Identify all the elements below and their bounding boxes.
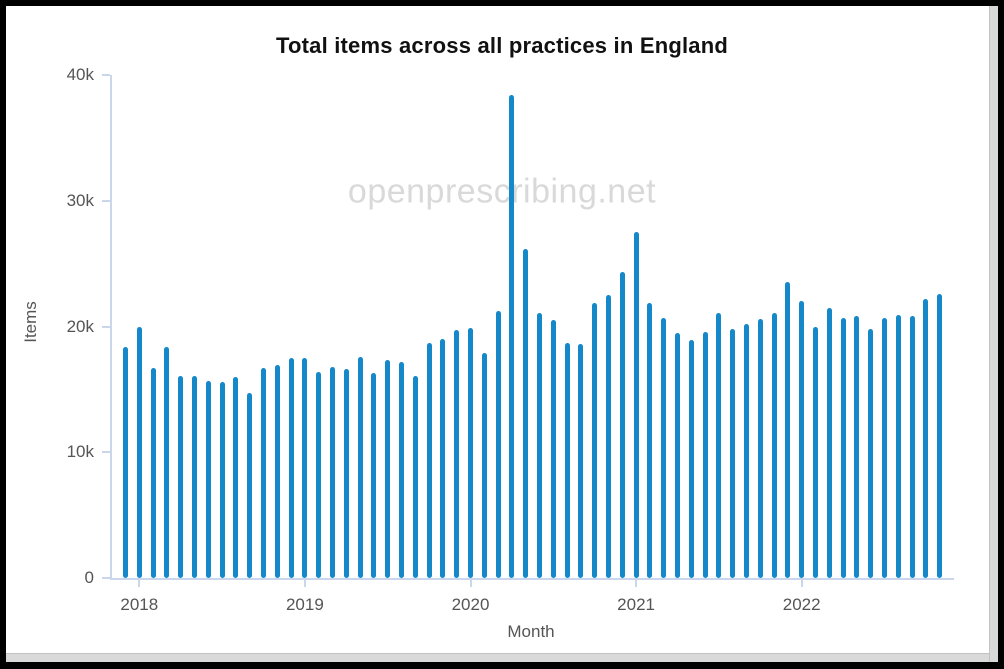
chart-bar-2019-07[interactable] bbox=[385, 360, 391, 578]
chart-bar-2018-08[interactable] bbox=[233, 376, 239, 578]
chart-bar-2018-06[interactable] bbox=[205, 380, 211, 578]
chart-bar-2022-05[interactable] bbox=[854, 316, 860, 578]
chart-bar-2018-11[interactable] bbox=[274, 365, 280, 578]
x-tick-mark bbox=[303, 580, 306, 587]
chart-bar-2020-09[interactable] bbox=[578, 344, 584, 578]
chart-bar-2022-08[interactable] bbox=[895, 315, 901, 578]
chart-bar-2020-01[interactable] bbox=[468, 327, 473, 578]
chart-bar-2021-05[interactable] bbox=[688, 340, 694, 578]
chart-bar-2020-08[interactable] bbox=[564, 342, 570, 578]
y-tick-label: 0 bbox=[84, 568, 94, 587]
chart-bar-2021-10[interactable] bbox=[757, 318, 763, 578]
chart-bar-2019-04[interactable] bbox=[343, 369, 349, 578]
horizontal-scrollbar[interactable] bbox=[6, 653, 998, 662]
chart-window: Total items across all practices in Engl… bbox=[6, 6, 998, 662]
chart-bar-2020-07[interactable] bbox=[550, 320, 556, 578]
chart-bar-2018-01[interactable] bbox=[136, 326, 142, 578]
chart-bar-2018-03[interactable] bbox=[164, 346, 170, 578]
chart-bar-2019-08[interactable] bbox=[399, 361, 404, 578]
chart-bar-2021-11[interactable] bbox=[771, 312, 777, 578]
y-axis-title: Items bbox=[21, 301, 40, 343]
chart-bar-2021-01[interactable] bbox=[633, 232, 639, 578]
y-tick-mark bbox=[102, 577, 110, 579]
chart-bar-2022-01[interactable] bbox=[799, 301, 805, 578]
chart-bar-2022-09[interactable] bbox=[909, 316, 915, 578]
chart-bar-2020-05[interactable] bbox=[523, 248, 529, 578]
watermark-text: openprescribing.net bbox=[347, 172, 657, 211]
chart-bar-2020-11[interactable] bbox=[606, 295, 611, 578]
chart-bar-2019-01[interactable] bbox=[302, 357, 308, 578]
x-tick-label: 2019 bbox=[285, 595, 324, 614]
chart-bar-2021-08[interactable] bbox=[730, 329, 736, 578]
y-axis-line bbox=[110, 75, 112, 579]
x-axis-title: Month bbox=[507, 622, 555, 641]
x-axis-line bbox=[110, 578, 954, 580]
chart-bar-2021-07[interactable] bbox=[716, 312, 722, 578]
vertical-scrollbar[interactable] bbox=[989, 6, 998, 662]
x-tick-mark bbox=[138, 580, 141, 587]
chart-bar-2018-07[interactable] bbox=[219, 381, 225, 578]
chart-bar-2018-05[interactable] bbox=[192, 375, 197, 578]
chart-bar-2019-06[interactable] bbox=[371, 373, 377, 578]
chart-bar-2020-04[interactable] bbox=[509, 95, 515, 578]
chart-title: Total items across all practices in Engl… bbox=[275, 33, 728, 58]
chart-bar-2019-05[interactable] bbox=[357, 356, 363, 578]
chart-bar-2019-02[interactable] bbox=[316, 371, 322, 578]
y-tick-label: 40k bbox=[66, 65, 94, 84]
y-tick-label: 20k bbox=[66, 316, 94, 336]
chart-bar-2019-03[interactable] bbox=[330, 366, 335, 578]
x-tick-label: 2018 bbox=[120, 595, 159, 614]
chart-bar-2021-04[interactable] bbox=[675, 332, 680, 578]
chart-bar-2022-02[interactable] bbox=[813, 326, 818, 578]
chart-bar-2021-09[interactable] bbox=[744, 323, 749, 578]
x-tick-label: 2022 bbox=[782, 595, 821, 614]
chart-bar-2020-06[interactable] bbox=[537, 312, 542, 578]
x-tick-label: 2021 bbox=[617, 595, 655, 614]
chart-bar-2020-03[interactable] bbox=[495, 311, 501, 578]
chart-bar-2021-03[interactable] bbox=[661, 317, 667, 578]
chart-bar-2018-09[interactable] bbox=[247, 393, 253, 578]
chart-bar-2022-11[interactable] bbox=[937, 293, 943, 578]
x-tick-label: 2020 bbox=[451, 595, 490, 614]
chart-bar-2019-09[interactable] bbox=[412, 375, 418, 578]
x-tick-mark bbox=[469, 580, 472, 587]
chart-bar-2020-12[interactable] bbox=[619, 272, 625, 578]
y-tick-label: 30k bbox=[66, 190, 94, 210]
chart-bar-2022-07[interactable] bbox=[882, 317, 887, 578]
chart-bar-2021-12[interactable] bbox=[785, 282, 791, 578]
y-tick-mark bbox=[102, 199, 110, 202]
chart-bar-2022-03[interactable] bbox=[826, 307, 832, 578]
plot-area: 0 10k 20k 30k 40k 2018 2019 2020 2021 2022 bbox=[6, 6, 998, 662]
chart-bar-2019-12[interactable] bbox=[454, 330, 460, 578]
chart-bar-2020-10[interactable] bbox=[592, 302, 598, 578]
chart-bar-2018-10[interactable] bbox=[261, 367, 266, 578]
chart-bar-2021-02[interactable] bbox=[647, 302, 653, 578]
y-tick-mark bbox=[102, 451, 110, 454]
x-tick-mark bbox=[800, 580, 803, 587]
y-tick-mark bbox=[102, 74, 110, 76]
chart-bar-2018-04[interactable] bbox=[178, 375, 184, 578]
y-tick-mark bbox=[102, 325, 110, 328]
chart-bar-2022-04[interactable] bbox=[840, 317, 846, 578]
chart-bar-2018-12[interactable] bbox=[288, 357, 294, 578]
chart-bar-2019-10[interactable] bbox=[426, 342, 432, 578]
chart-bar-2020-02[interactable] bbox=[481, 352, 487, 578]
chart-bar-2022-06[interactable] bbox=[868, 329, 874, 578]
y-tick-label: 10k bbox=[66, 442, 94, 462]
chart-bar-2021-06[interactable] bbox=[702, 331, 708, 578]
chart-bar-2017-12[interactable] bbox=[123, 346, 128, 578]
x-tick-mark bbox=[635, 580, 638, 587]
chart-bar-2018-02[interactable] bbox=[150, 367, 156, 578]
chart-bar-2019-11[interactable] bbox=[440, 339, 446, 578]
chart-bar-2022-10[interactable] bbox=[923, 298, 929, 578]
